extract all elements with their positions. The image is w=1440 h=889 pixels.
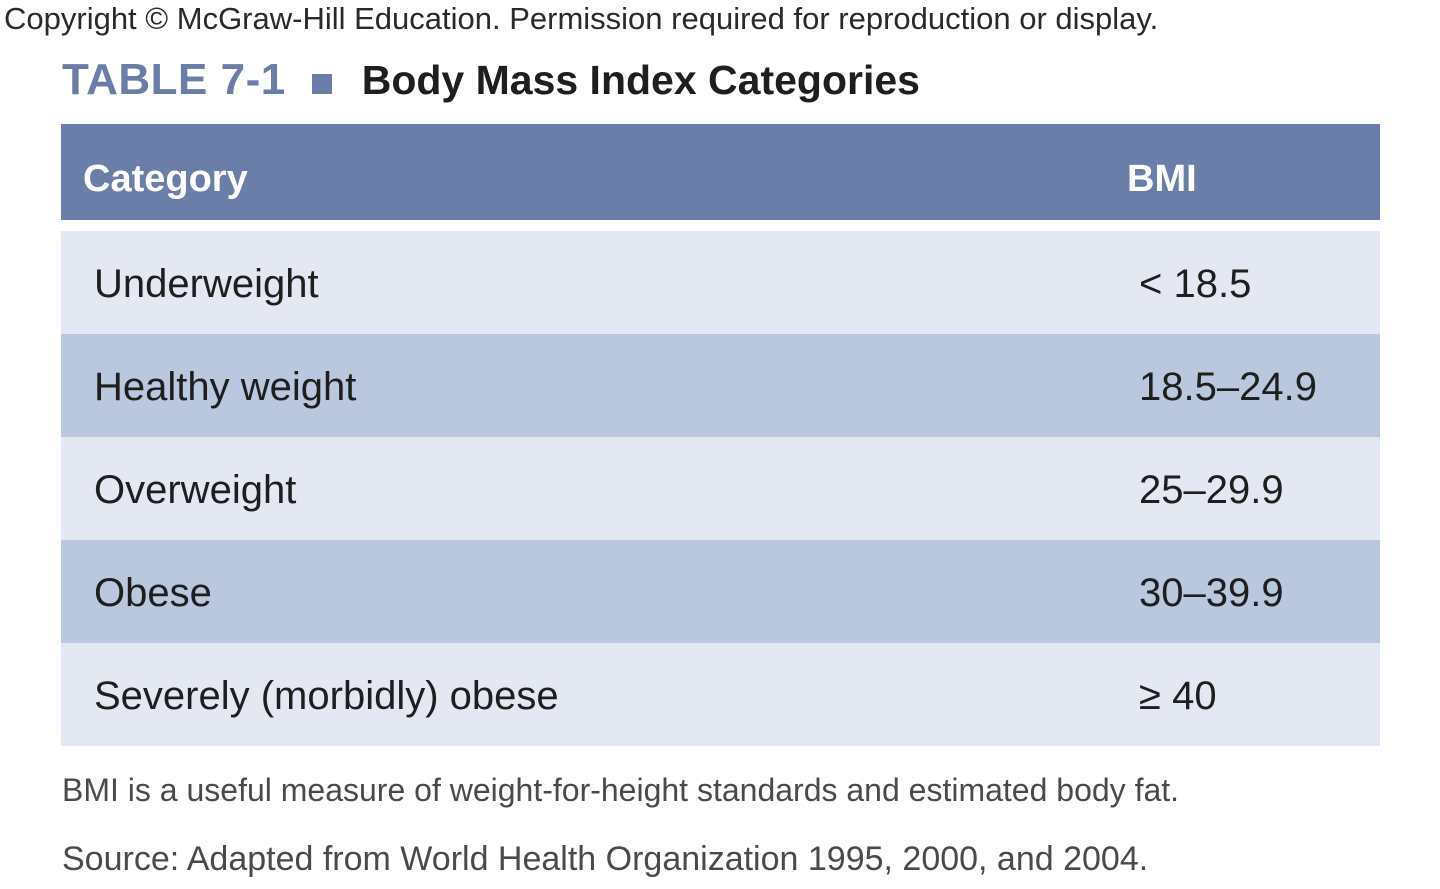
table-row: Obese 30–39.9	[61, 540, 1380, 643]
cell-category: Severely (morbidly) obese	[94, 674, 559, 718]
table-row: Severely (morbidly) obese ≥ 40	[61, 643, 1380, 746]
cell-category: Overweight	[94, 468, 297, 512]
cell-bmi: ≥ 40	[1139, 674, 1217, 718]
table-header: Category BMI	[61, 124, 1380, 220]
table-title-row: TABLE 7-1 Body Mass Index Categories	[62, 52, 920, 108]
table-row: Underweight < 18.5	[61, 231, 1380, 334]
header-divider	[61, 220, 1380, 231]
cell-bmi: < 18.5	[1139, 262, 1252, 306]
cell-category: Healthy weight	[94, 365, 357, 409]
copyright-notice: Copyright © McGraw-Hill Education. Permi…	[4, 1, 1159, 36]
header-category: Category	[83, 158, 248, 200]
table-note: BMI is a useful measure of weight-for-he…	[62, 772, 1180, 808]
cell-bmi: 25–29.9	[1139, 468, 1284, 512]
header-bmi: BMI	[1127, 158, 1197, 200]
table-number-label: TABLE 7-1	[62, 55, 286, 104]
table-source: Source: Adapted from World Health Organi…	[62, 840, 1149, 878]
table-title: Body Mass Index Categories	[361, 56, 920, 103]
table-row: Overweight 25–29.9	[61, 437, 1380, 540]
square-bullet-icon	[311, 74, 332, 94]
cell-bmi: 30–39.9	[1139, 571, 1284, 615]
cell-bmi: 18.5–24.9	[1139, 365, 1317, 409]
table-row: Healthy weight 18.5–24.9	[61, 334, 1380, 437]
bmi-table: Category BMI Underweight < 18.5 Healthy …	[61, 124, 1380, 746]
cell-category: Underweight	[94, 262, 319, 306]
cell-category: Obese	[94, 571, 212, 615]
